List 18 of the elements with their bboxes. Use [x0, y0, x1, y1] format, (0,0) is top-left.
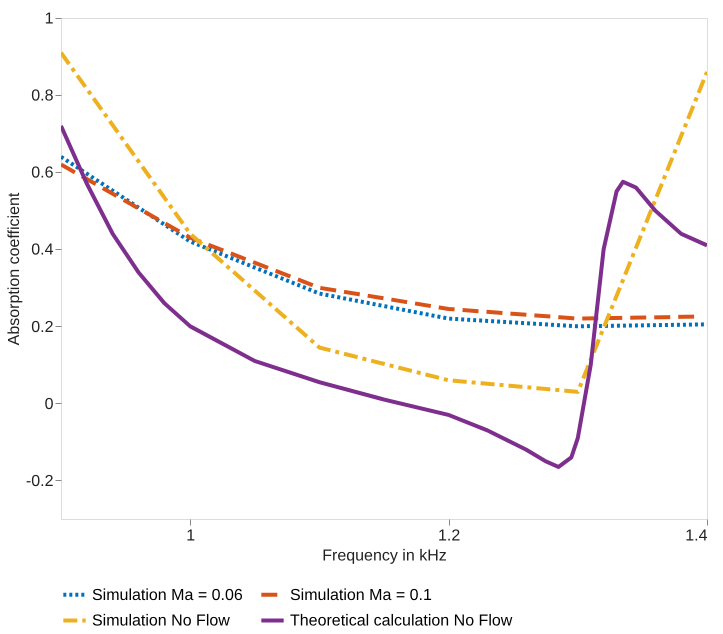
y-axis-title: Absorption coefficient — [6, 192, 23, 346]
x-tick-label: 1 — [186, 528, 196, 544]
y-tick-label: -0.2 — [26, 472, 54, 490]
legend-label: Simulation Ma = 0.1 — [290, 586, 432, 604]
line-series — [61, 50, 707, 394]
legend-label: Simulation No Flow — [92, 612, 230, 630]
y-tick-label: 0.2 — [31, 318, 54, 336]
y-tick-label: 1 — [44, 10, 54, 28]
y-tick-label: 0 — [44, 396, 54, 413]
x-tick-label: 1.4 — [685, 528, 708, 544]
legend-label: Simulation Ma = 0.06 — [92, 586, 243, 604]
x-tick-label: 1.2 — [438, 528, 460, 544]
y-tick-label: 0.8 — [31, 88, 54, 105]
legend-label: Theoretical calculation No Flow — [290, 612, 513, 630]
y-tick-label: 0.4 — [31, 242, 54, 259]
x-axis-title: Frequency in kHz — [322, 548, 447, 564]
y-tick-label: 0.6 — [31, 164, 54, 182]
line-series — [61, 124, 707, 469]
